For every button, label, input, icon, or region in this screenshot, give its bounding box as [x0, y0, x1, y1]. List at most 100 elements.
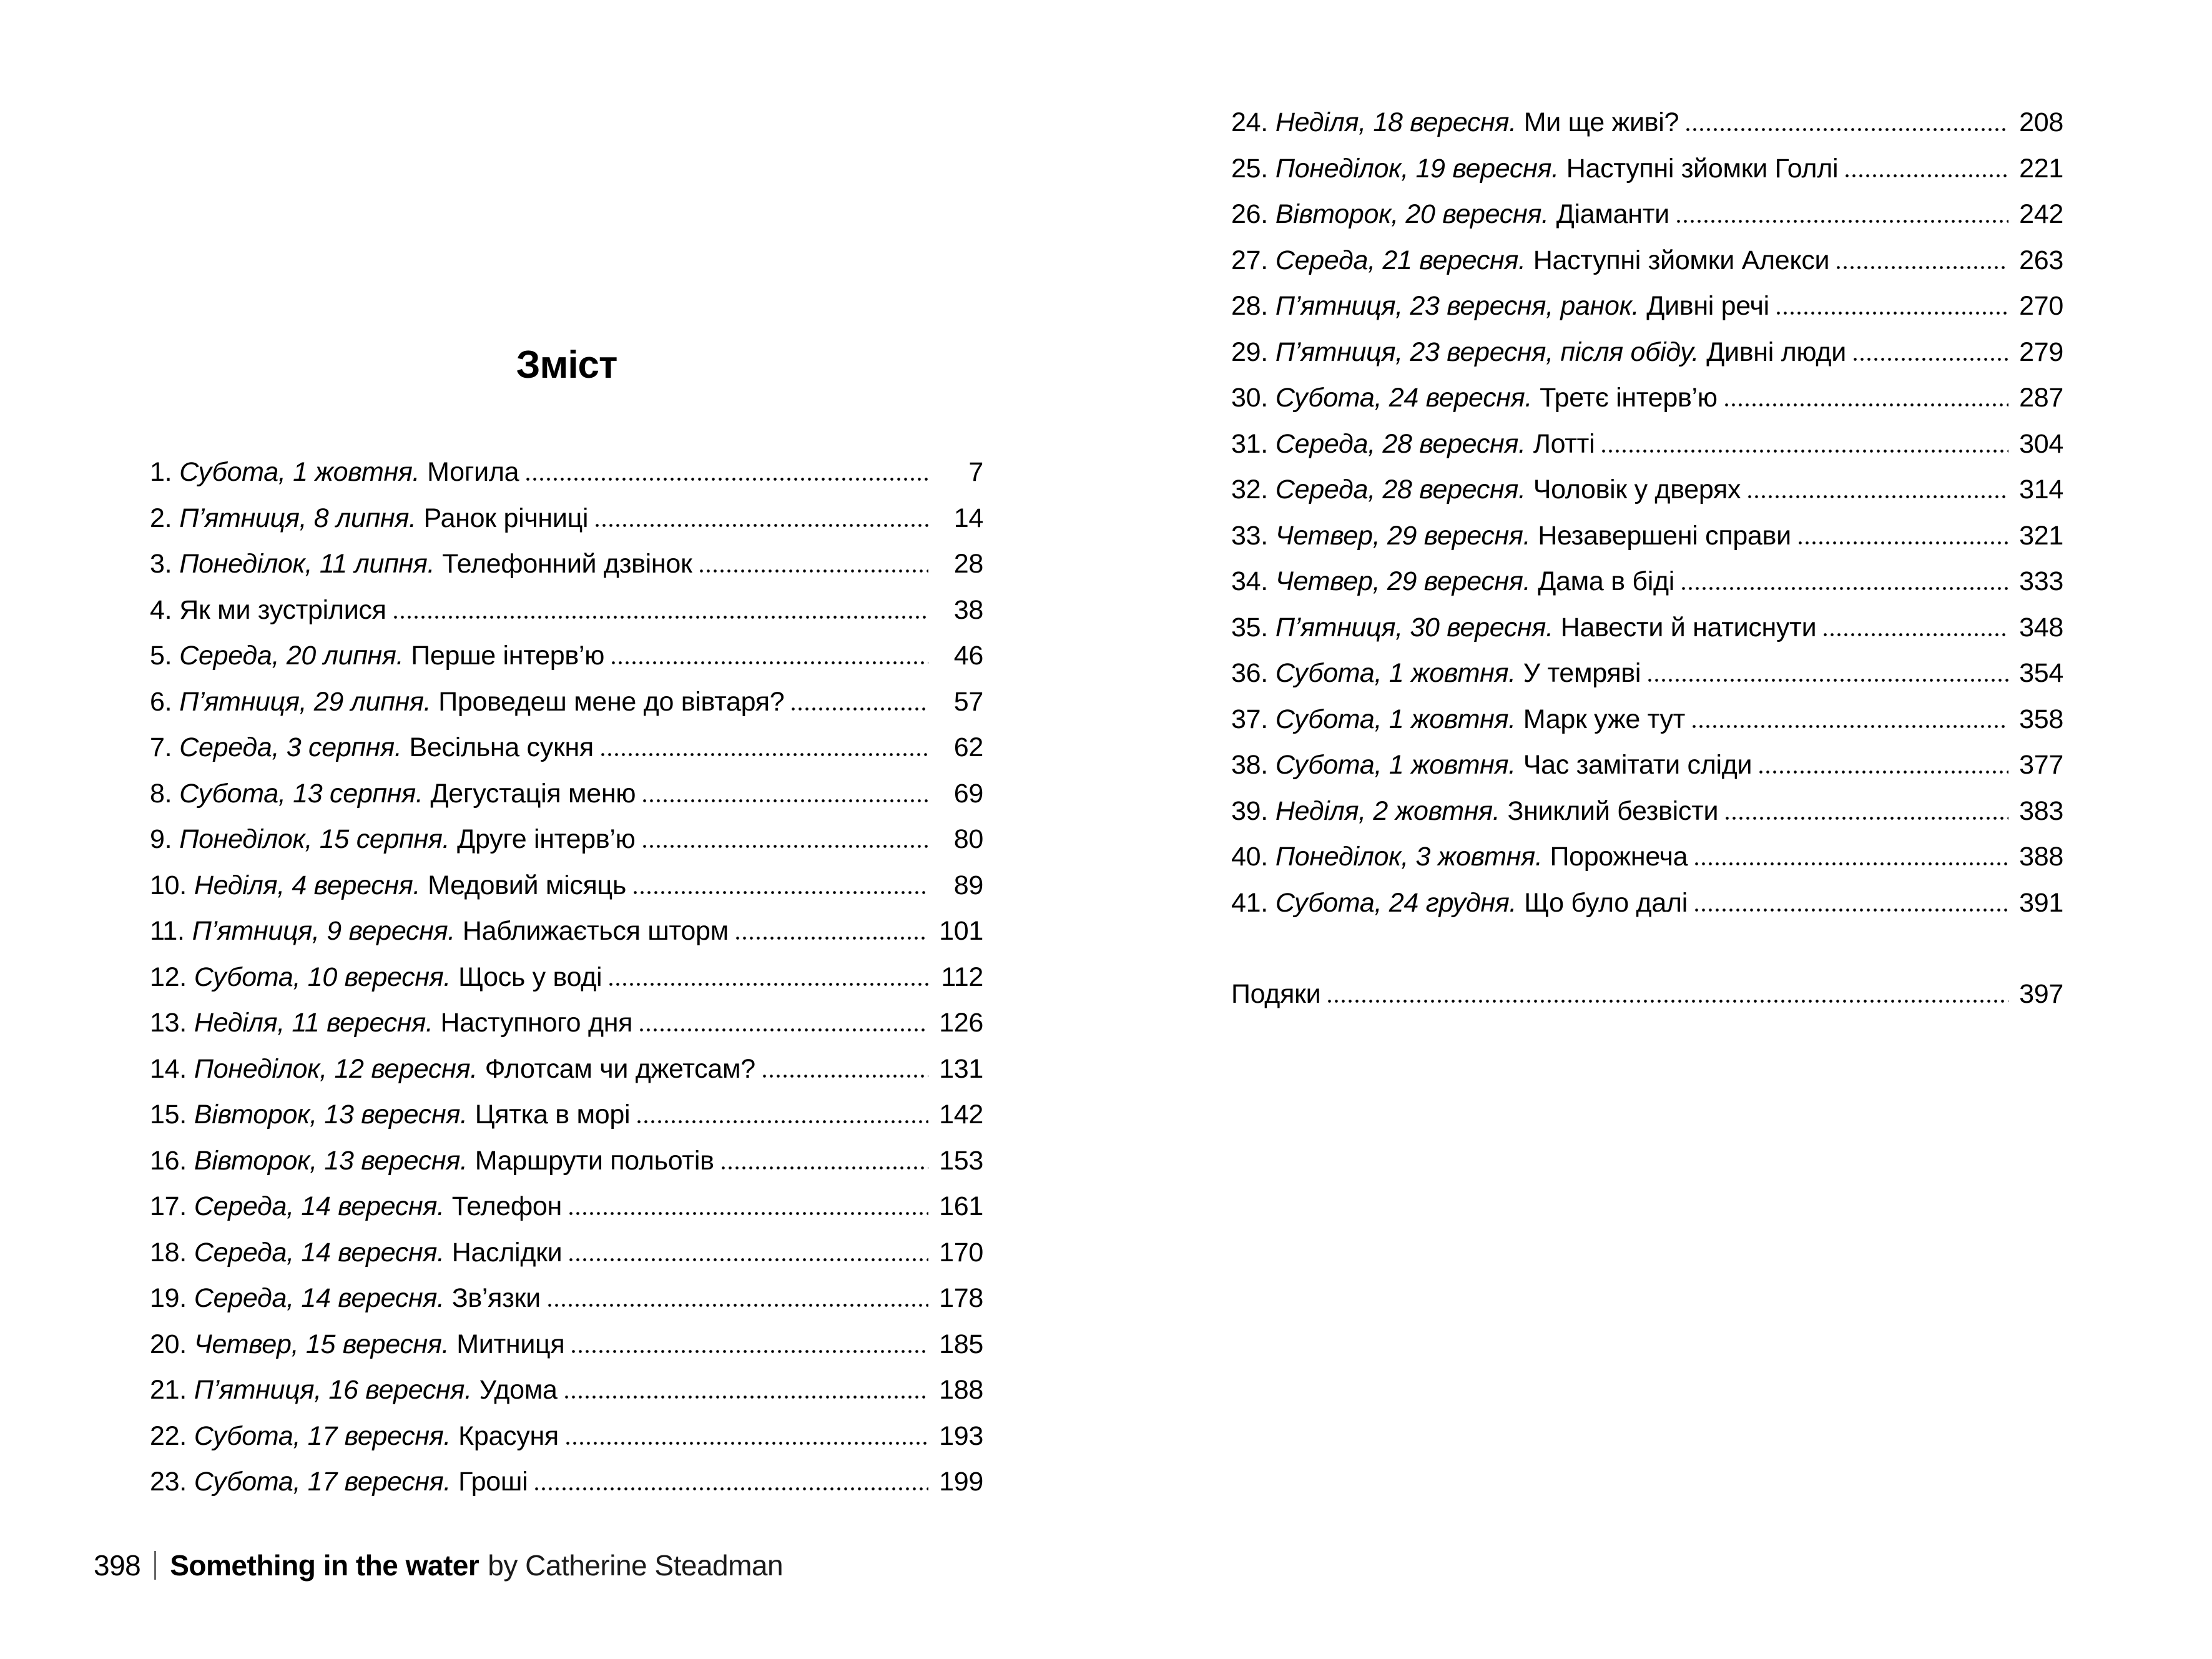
entry-page: 383: [2019, 795, 2063, 826]
toc-entry[interactable]: 18. Середа, 14 вересня. Наслідки 170: [150, 1230, 983, 1276]
entry-title: Діаманти: [1556, 199, 1669, 229]
entry-title: Дама в біді: [1538, 566, 1675, 596]
entry-title: Дегустація меню: [430, 778, 636, 809]
dot-leader: [1695, 862, 2008, 865]
toc-entry[interactable]: 16. Вівторок, 13 вересня. Маршрути польоті…: [150, 1138, 983, 1184]
toc-entry[interactable]: 5. Середа, 20 липня. Перше інтерв’ю 46: [150, 633, 983, 679]
toc-entry[interactable]: 19. Середа, 14 вересня. Зв’язки 178: [150, 1276, 983, 1322]
entry-page: 377: [2019, 750, 2063, 780]
entry-page: 333: [2019, 566, 2063, 596]
entry-number: 12.: [150, 962, 187, 992]
toc-entry[interactable]: 40. Понеділок, 3 жовтня. Порожнеча 388: [1231, 834, 2063, 880]
toc-entry[interactable]: 30. Субота, 24 вересня. Третє інтерв’ю 287: [1231, 375, 2063, 421]
entry-number: 30.: [1231, 383, 1268, 413]
entry-page: 28: [953, 549, 984, 579]
toc-entry[interactable]: 34. Четвер, 29 вересня. Дама в біді 333: [1231, 559, 2063, 605]
toc-entry[interactable]: 1. Субота, 1 жовтня. Могила 7: [150, 450, 983, 496]
entry-page: 46: [953, 641, 984, 671]
toc-entry[interactable]: 6. П’ятниця, 29 липня. Проведеш мене до ві…: [150, 679, 983, 726]
entry-number: 10.: [150, 870, 187, 900]
toc-entry[interactable]: 15. Вівторок, 13 вересня. Цятка в морі 142: [150, 1092, 983, 1138]
toc-entry[interactable]: 39. Неділя, 2 жовтня. Зниклий безвісти 383: [1231, 789, 2063, 835]
toc-entry[interactable]: 41. Субота, 24 грудня. Що було далі 391: [1231, 880, 2063, 927]
dot-leader: [535, 1487, 928, 1490]
entry-number: 7.: [150, 732, 172, 762]
entry-title: Красуня: [458, 1420, 559, 1451]
dot-leader: [564, 1396, 928, 1399]
toc-entry[interactable]: 29. П’ятниця, 23 вересня, після обіду. Див…: [1231, 330, 2063, 376]
dot-leader: [735, 937, 928, 940]
toc-entry[interactable]: 36. Субота, 1 жовтня. У темряві 354: [1231, 651, 2063, 697]
dot-leader: [1798, 541, 2008, 544]
toc-entry[interactable]: 14. Понеділок, 12 вересня. Флотсам чи джет…: [150, 1046, 983, 1093]
entry-date: Середа, 20 липня.: [179, 641, 404, 671]
toc-entry[interactable]: 25. Понеділок, 19 вересня. Наступні зйомки…: [1231, 146, 2063, 192]
toc-entry[interactable]: 24. Неділя, 18 вересня. Ми ще живі? 208: [1231, 100, 2063, 146]
toc-entry[interactable]: 21. П’ятниця, 16 вересня. Удома 188: [150, 1367, 983, 1414]
entry-number: 2.: [150, 503, 172, 533]
entry-page: 112: [941, 962, 983, 992]
entry-title: Наступного дня: [440, 1008, 633, 1038]
dot-leader: [566, 1441, 928, 1445]
toc-entry[interactable]: 4. Як ми зустрілися 38: [150, 588, 983, 634]
entry-number: 4.: [150, 594, 172, 625]
toc-entry[interactable]: 9. Понеділок, 15 серпня. Друге інтерв’ю 80: [150, 817, 983, 863]
toc-entry[interactable]: 26. Вівторок, 20 вересня. Діаманти 242: [1231, 192, 2063, 238]
entry-number: 23.: [150, 1467, 187, 1497]
entry-page: 38: [953, 594, 984, 625]
entry-date: Середа, 28 вересня.: [1275, 475, 1526, 505]
entry-title: Наступні зйомки Голлі: [1566, 153, 1839, 184]
toc-entry[interactable]: 28. П’ятниця, 23 вересня, ранок. Дивні реч…: [1231, 283, 2063, 330]
entry-title: Флотсам чи джетсам?: [484, 1053, 755, 1084]
entry-page: 62: [953, 732, 984, 762]
entry-date: Вівторок, 13 вересня.: [194, 1145, 468, 1176]
entry-date: Четвер, 29 вересня.: [1275, 566, 1531, 596]
toc-entry[interactable]: 7. Середа, 3 серпня. Весільна сукня 62: [150, 725, 983, 771]
dot-leader: [1776, 312, 2008, 315]
entry-title: Третє інтерв’ю: [1540, 383, 1718, 413]
dot-leader: [642, 845, 928, 848]
footer-book-title: Something in the water: [170, 1549, 479, 1582]
toc-entry[interactable]: 33. Четвер, 29 вересня. Незавершені справи…: [1231, 513, 2063, 559]
entry-number: 28.: [1231, 291, 1268, 321]
entry-page: 242: [2019, 199, 2063, 229]
toc-entry[interactable]: 38. Субота, 1 жовтня. Час замітати сліди 37…: [1231, 742, 2063, 789]
entry-number: 21.: [150, 1375, 187, 1405]
entry-number: 40.: [1231, 842, 1268, 872]
dot-leader: [1682, 587, 2008, 590]
entry-title: Ми ще живі?: [1523, 107, 1679, 137]
toc-entry[interactable]: 23. Субота, 17 вересня. Гроші 199: [150, 1459, 983, 1505]
toc-entry[interactable]: 35. П’ятниця, 30 вересня. Навести й натисн…: [1231, 605, 2063, 651]
toc-entry[interactable]: 8. Субота, 13 серпня. Дегустація меню 69: [150, 771, 983, 817]
toc-entry[interactable]: 31. Середа, 28 вересня. Лотті 304: [1231, 421, 2063, 468]
toc-entry[interactable]: 12. Субота, 10 вересня. Щось у воді 112: [150, 955, 983, 1001]
dot-leader: [526, 478, 928, 481]
toc-entry[interactable]: 11. П’ятниця, 9 вересня. Наближається штор…: [150, 908, 983, 955]
toc-entry-acknowledgments[interactable]: Подяки 397: [1231, 972, 2063, 1018]
entry-page: 358: [2019, 704, 2063, 734]
entry-title: Як ми зустрілися: [179, 594, 386, 625]
toc-left-column: 1. Субота, 1 жовтня. Могила 7 2. П’ятниця, 8 …: [150, 450, 983, 1505]
entry-number: 3.: [150, 549, 172, 579]
entry-title: Дивні речі: [1646, 291, 1769, 321]
dot-leader: [792, 707, 928, 711]
entry-page: 397: [2019, 979, 2063, 1009]
toc-entry[interactable]: 10. Неділя, 4 вересня. Медовий місяць 89: [150, 863, 983, 909]
entry-title: Удома: [479, 1375, 558, 1405]
entry-page: 80: [953, 824, 984, 854]
toc-entry[interactable]: 13. Неділя, 11 вересня. Наступного дня 126: [150, 1000, 983, 1046]
dot-leader: [699, 569, 928, 573]
toc-entry[interactable]: 2. П’ятниця, 8 липня. Ранок річниці 14: [150, 496, 983, 542]
toc-entry[interactable]: 22. Субота, 17 вересня. Красуня 193: [150, 1414, 983, 1460]
entry-title: У темряві: [1523, 658, 1641, 688]
toc-entry[interactable]: 17. Середа, 14 вересня. Телефон 161: [150, 1184, 983, 1230]
entry-number: 19.: [150, 1283, 187, 1313]
toc-entry[interactable]: 3. Понеділок, 11 липня. Телефонний дзвінок…: [150, 541, 983, 588]
entry-number: 16.: [150, 1145, 187, 1176]
toc-entry[interactable]: 20. Четвер, 15 вересня. Митниця 185: [150, 1322, 983, 1368]
toc-entry[interactable]: 27. Середа, 21 вересня. Наступні зйомки Ал…: [1231, 238, 2063, 284]
toc-entry[interactable]: 37. Субота, 1 жовтня. Марк уже тут 358: [1231, 697, 2063, 743]
entry-date: Неділя, 18 вересня.: [1275, 107, 1516, 137]
toc-entry[interactable]: 32. Середа, 28 вересня. Чоловік у дверях 31…: [1231, 467, 2063, 513]
dot-leader: [1824, 633, 2008, 636]
